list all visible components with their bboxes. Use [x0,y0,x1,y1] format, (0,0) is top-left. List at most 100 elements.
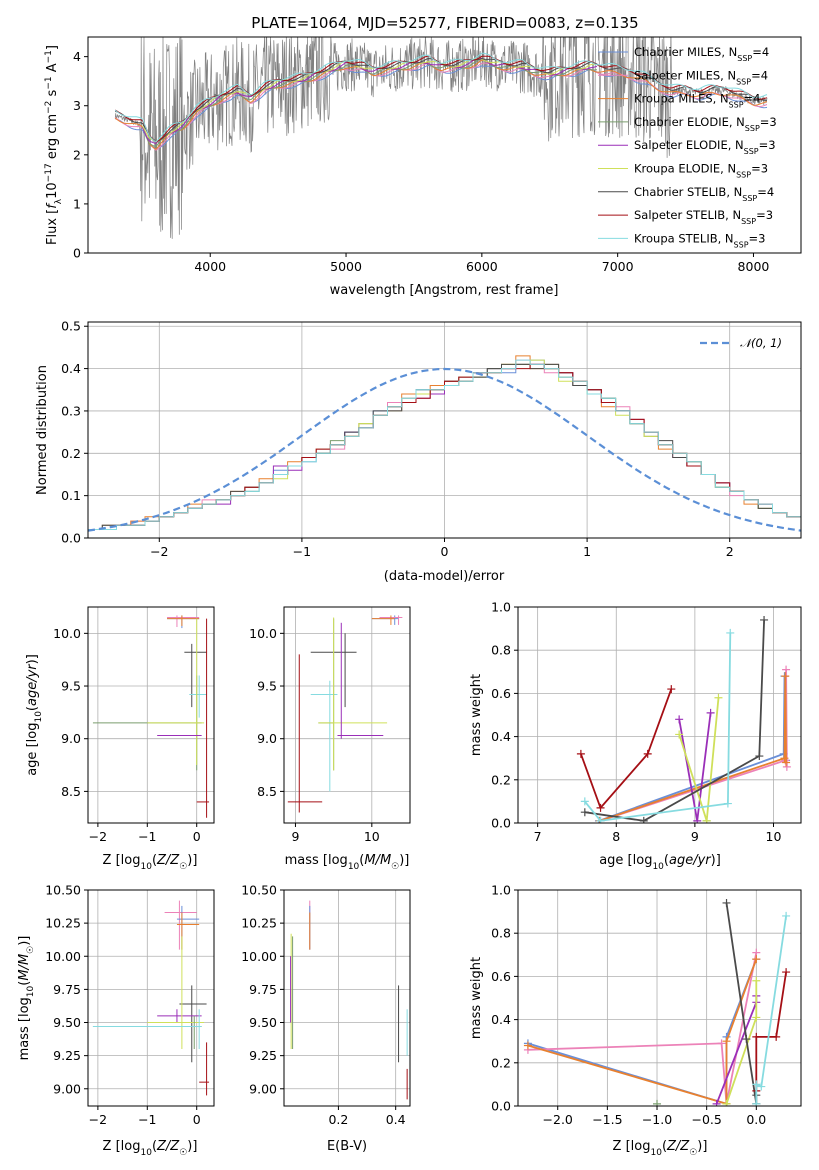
y-tick-label: 0.2 [61,446,81,461]
x-tick-label: −2 [89,829,107,844]
legend-value: =3 [751,162,768,176]
weight-point [596,816,605,823]
legend-entry: Salpeter ELODIE, NSSP=3 [634,138,776,156]
y-tick-label: 9.50 [53,1015,81,1030]
weight-point [675,730,684,739]
x-tick-label: 0 [193,829,201,844]
y-tick-label: 0.8 [491,926,511,941]
label-part: ( [152,853,157,868]
x-tick-label: 10 [364,829,380,844]
label-part: 10 [348,862,360,872]
figure-title: PLATE=1064, MJD=52577, FIBERID=0083, z=0… [251,14,638,32]
legend-label: Kroupa STELIB, N [634,231,734,245]
weight-point [702,816,711,823]
label-part: )] [187,1139,197,1154]
legend-sub: SSP [744,147,759,156]
plot-area [88,890,214,1106]
y-tick-label: 10.25 [241,916,277,931]
weight-point [772,1032,781,1041]
plot-frame [517,889,802,1107]
y-tick-label: 9.75 [249,982,277,997]
y-tick-label: 0.0 [491,1099,511,1114]
plot-frame [517,606,802,824]
label-part: −2 [44,101,54,114]
plot-frame [87,36,802,254]
plot-content [287,615,403,813]
plot-area [284,607,410,823]
plot-content [290,900,408,1100]
x-axis-label: Z [log10(Z/Z☉)] [103,1139,198,1158]
x-tick-label: 6000 [466,259,498,274]
x-tick-label: 0 [193,1112,201,1127]
plot-content [92,900,210,1096]
y-tick-label: 10.50 [45,883,81,898]
x-tick-label: 9 [291,829,299,844]
legend-sub: SSP [741,217,756,226]
x-tick-label: 10 [766,829,782,844]
plot-area [88,607,214,823]
legend-entry: Kroupa ELODIE, NSSP=3 [634,162,768,180]
legend-value: =4 [751,68,768,82]
label-part: Z/Z [666,1139,690,1154]
y-tick-label: 0.2 [491,1055,511,1070]
label-part: ☉ [689,1148,697,1158]
x-axis-label: E(B-V) [327,1139,367,1154]
legend-label: Chabrier ELODIE, N [634,115,745,129]
legend-label: Kroupa ELODIE, N [634,162,736,176]
weight-point [781,672,790,681]
weight-point [675,715,684,724]
y-tick-label: 0.8 [491,643,511,658]
label-part: A [45,63,60,76]
weight-point [752,955,761,964]
label-part: M/M [364,853,391,868]
y-tick-label: 10.25 [45,916,81,931]
y-tick-label: 10.0 [53,626,81,641]
x-tick-label: 4000 [194,259,226,274]
weight-point [706,708,715,717]
legend-entry: Chabrier MILES, NSSP=4 [634,45,769,63]
y-tick-label: 9.00 [249,1081,277,1096]
y-tick-label: 0.4 [491,729,511,744]
legend-entry: Chabrier ELODIE, NSSP=3 [634,115,777,132]
y-tick-label: 10.00 [241,949,277,964]
legend-label: Chabrier STELIB, N [634,185,742,199]
label-part: Z/Z [156,1139,180,1154]
y-axis-label: mass weight [469,957,484,1039]
label-part: )] [187,853,197,868]
legend-entry: Salpeter STELIB, NSSP=3 [634,208,773,226]
y-tick-label: 0 [73,246,81,261]
x-axis-label: wavelength [Angstrom, rest frame] [330,283,559,298]
weight-point [523,1041,532,1050]
x-tick-label: −1.0 [642,1112,672,1127]
label-part: )] [697,1139,707,1154]
label-part: age/yr [25,663,40,706]
y-tick-label: 0.3 [61,403,81,418]
plot-content [576,615,791,823]
observed-spectrum-line [114,37,768,239]
x-tick-label: 2 [726,544,734,559]
x-tick-label: −1 [138,829,156,844]
normal-distribution-curve [88,367,801,532]
legend-sub: SSP [736,170,751,179]
mass-vs-ebv-panel: 0.2 0.4 9.00 9.25 9.50 9.75 10.00 10.25 10.50 E(B… [241,883,411,1154]
plot-frame [283,889,411,1107]
label-part: age [log [599,853,652,868]
y-tick-label: 9.0 [61,731,81,746]
weight-point [782,758,791,767]
label-part: 10 [650,1148,662,1158]
legend-label: Kroupa MILES, N [634,92,729,106]
legend-entry: Kroupa STELIB, NSSP=3 [634,231,765,249]
label-part: 10 [140,862,152,872]
y-tick-label: 2 [73,147,81,162]
label-part: )] [17,936,32,946]
weight-point [596,803,605,812]
legend-sub: SSP [729,100,744,109]
x-tick-label: −2.0 [543,1112,573,1127]
x-tick-label: 0.2 [328,1112,348,1127]
plot-content [92,615,210,818]
y-tick-label: 10.50 [241,883,277,898]
y-tick-label: 0.0 [491,816,511,831]
label-part: Z [log [103,853,141,868]
